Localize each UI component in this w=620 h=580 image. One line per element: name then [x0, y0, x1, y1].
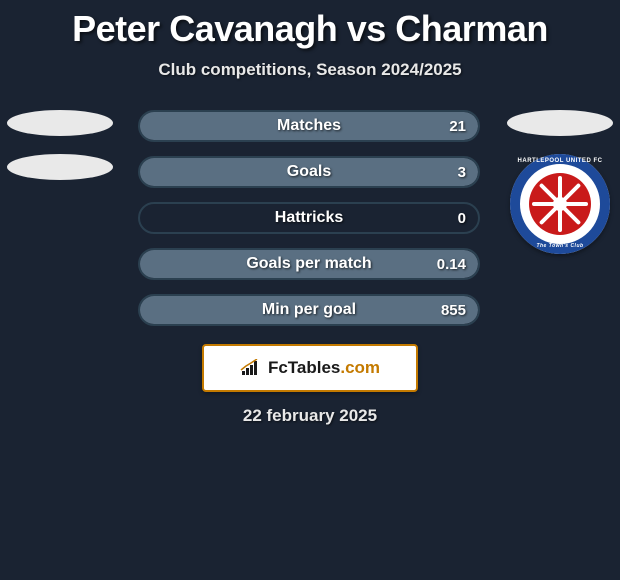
crest-text-bottom: The Town's Club [510, 243, 610, 249]
stats-list: Matches 21 Goals 3 Hattricks 0 Goals per match… [138, 110, 480, 326]
stat-label: Goals per match [246, 255, 371, 273]
stat-value-right: 21 [449, 118, 466, 135]
club-crest: HARTLEPOOL UNITED FC The Town's Club [510, 154, 610, 254]
subtitle: Club competitions, Season 2024/2025 [0, 60, 620, 80]
page-title: Peter Cavanagh vs Charman [0, 0, 620, 50]
stat-value-right: 0.14 [437, 256, 466, 273]
stat-row: Hattricks 0 [138, 202, 480, 234]
brand-text: FcTables.com [268, 358, 380, 378]
comparison-container: HARTLEPOOL UNITED FC The Town's Club Mat… [0, 110, 620, 326]
date-label: 22 february 2025 [0, 406, 620, 426]
stat-value-right: 0 [458, 210, 466, 227]
crest-text-top: HARTLEPOOL UNITED FC [510, 158, 610, 164]
stat-label: Matches [277, 117, 341, 135]
stat-row: Min per goal 855 [138, 294, 480, 326]
stat-row: Goals 3 [138, 156, 480, 188]
stat-row: Goals per match 0.14 [138, 248, 480, 280]
left-player-column [0, 110, 120, 180]
stat-label: Goals [287, 163, 331, 181]
stat-row: Matches 21 [138, 110, 480, 142]
left-placeholder-1 [7, 110, 113, 136]
stat-label: Hattricks [275, 209, 343, 227]
ship-wheel-icon [532, 176, 588, 232]
right-player-column: HARTLEPOOL UNITED FC The Town's Club [500, 110, 620, 254]
stat-value-right: 3 [458, 164, 466, 181]
stat-label: Min per goal [262, 301, 356, 319]
bar-chart-icon [240, 359, 262, 377]
crest-inner [529, 173, 591, 235]
right-placeholder [507, 110, 613, 136]
left-placeholder-2 [7, 154, 113, 180]
stat-value-right: 855 [441, 302, 466, 319]
brand-badge[interactable]: FcTables.com [202, 344, 418, 392]
